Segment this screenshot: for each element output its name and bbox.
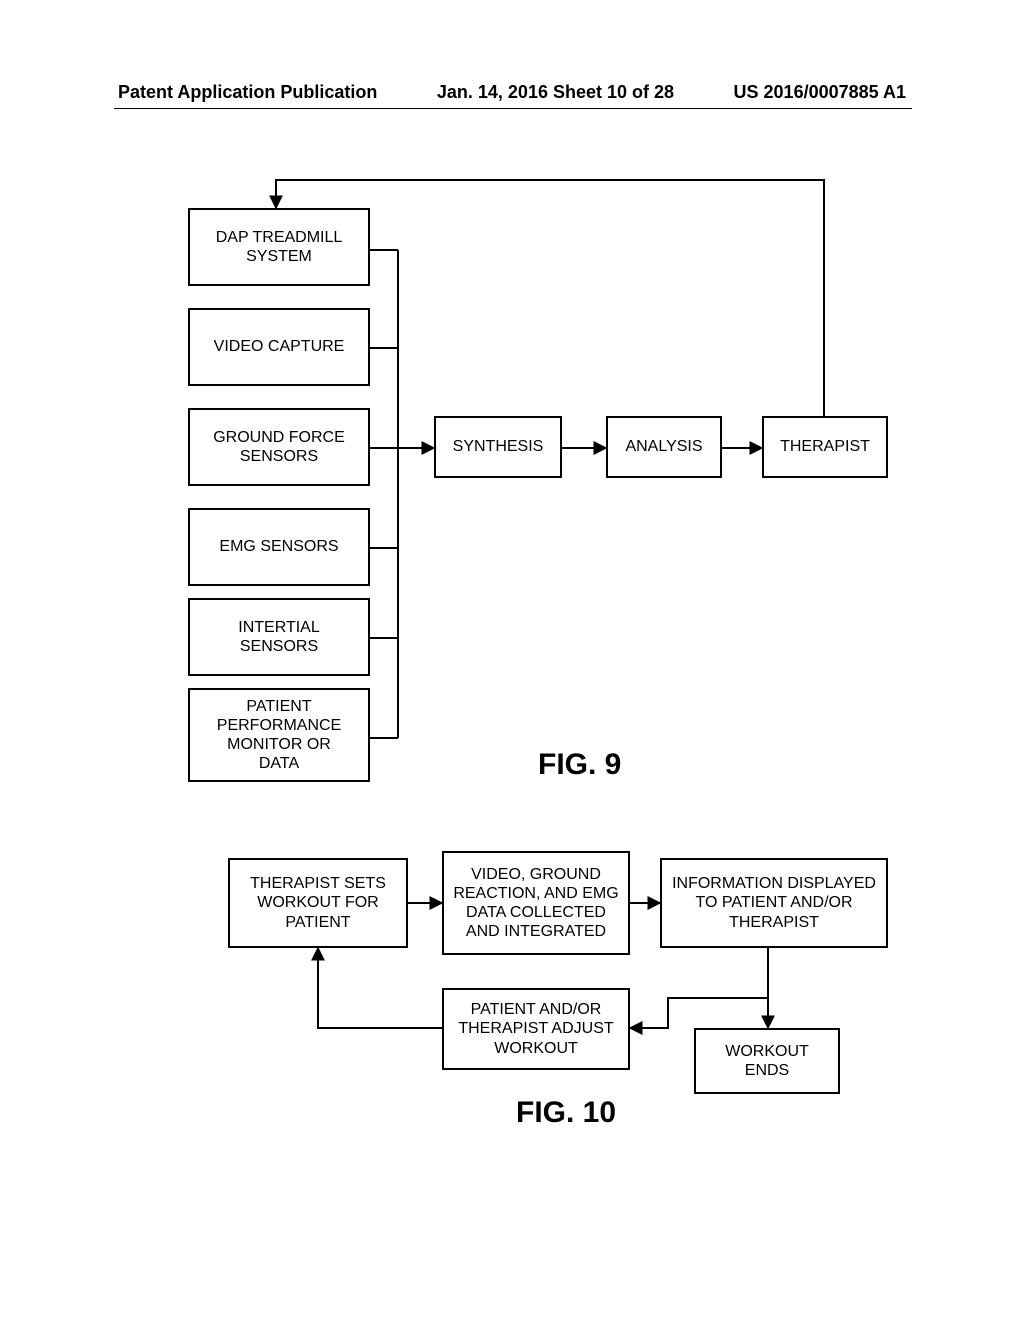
box-emg-sensors: EMG SENSORS bbox=[188, 508, 370, 586]
box-display-label: INFORMATION DISPLAYEDTO PATIENT AND/ORTH… bbox=[672, 874, 876, 932]
box-emg-label: EMG SENSORS bbox=[219, 537, 338, 556]
box-dap-treadmill: DAP TREADMILLSYSTEM bbox=[188, 208, 370, 286]
box-workout-ends: WORKOUTENDS bbox=[694, 1028, 840, 1094]
page-header: Patent Application Publication Jan. 14, … bbox=[0, 82, 1024, 103]
box-patient-label: PATIENTPERFORMANCEMONITOR ORDATA bbox=[217, 697, 341, 774]
box-synthesis-label: SYNTHESIS bbox=[453, 437, 544, 456]
box-ends-label: WORKOUTENDS bbox=[725, 1042, 809, 1080]
box-info-displayed: INFORMATION DISPLAYEDTO PATIENT AND/ORTH… bbox=[660, 858, 888, 948]
box-sets-label: THERAPIST SETSWORKOUT FORPATIENT bbox=[250, 874, 386, 932]
box-synthesis: SYNTHESIS bbox=[434, 416, 562, 478]
box-data-collected: VIDEO, GROUNDREACTION, AND EMGDATA COLLE… bbox=[442, 851, 630, 955]
box-adjust-label: PATIENT AND/ORTHERAPIST ADJUSTWORKOUT bbox=[458, 1000, 613, 1058]
figures-container: DAP TREADMILLSYSTEM VIDEO CAPTURE GROUND… bbox=[108, 158, 918, 1280]
header-center: Jan. 14, 2016 Sheet 10 of 28 bbox=[437, 82, 674, 103]
header-right: US 2016/0007885 A1 bbox=[734, 82, 906, 103]
fig9-label: FIG. 9 bbox=[538, 748, 621, 782]
box-therapist: THERAPIST bbox=[762, 416, 888, 478]
box-analysis-label: ANALYSIS bbox=[625, 437, 702, 456]
box-video-capture: VIDEO CAPTURE bbox=[188, 308, 370, 386]
header-rule bbox=[114, 108, 912, 109]
box-therapist-label: THERAPIST bbox=[780, 437, 870, 456]
box-inertial-label: INTERTIALSENSORS bbox=[238, 618, 320, 656]
box-video-label: VIDEO CAPTURE bbox=[214, 337, 345, 356]
box-collect-label: VIDEO, GROUNDREACTION, AND EMGDATA COLLE… bbox=[453, 865, 618, 942]
box-ground-force-sensors: GROUND FORCESENSORS bbox=[188, 408, 370, 486]
box-inertial-sensors: INTERTIALSENSORS bbox=[188, 598, 370, 676]
box-therapist-sets: THERAPIST SETSWORKOUT FORPATIENT bbox=[228, 858, 408, 948]
header-left: Patent Application Publication bbox=[118, 82, 377, 103]
box-dap-label: DAP TREADMILLSYSTEM bbox=[216, 228, 343, 266]
box-patient-performance: PATIENTPERFORMANCEMONITOR ORDATA bbox=[188, 688, 370, 782]
fig10-label: FIG. 10 bbox=[516, 1096, 616, 1130]
box-ground-label: GROUND FORCESENSORS bbox=[213, 428, 345, 466]
box-analysis: ANALYSIS bbox=[606, 416, 722, 478]
box-adjust-workout: PATIENT AND/ORTHERAPIST ADJUSTWORKOUT bbox=[442, 988, 630, 1070]
